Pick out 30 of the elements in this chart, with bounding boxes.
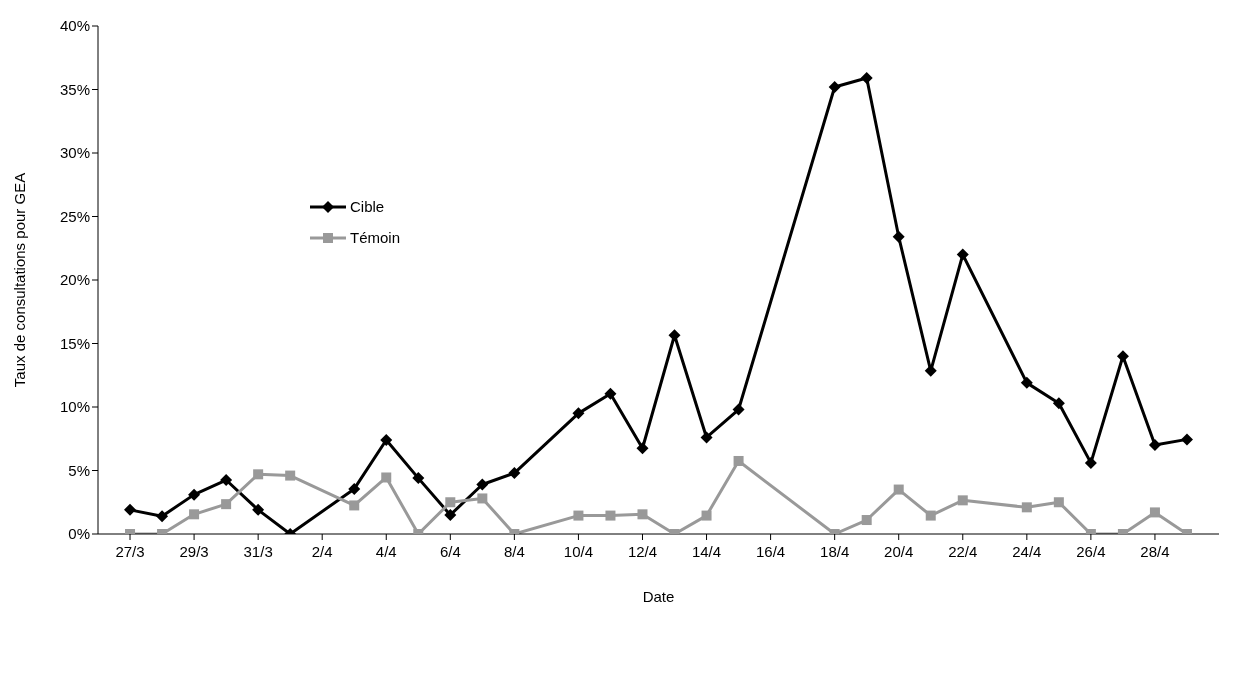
- x-tick-label: 12/4: [627, 542, 658, 560]
- y-tick-label: 25%: [59, 207, 90, 225]
- y-tick-label: 20%: [59, 271, 90, 289]
- x-tick-label: 2/4: [311, 542, 333, 560]
- x-tick-label: 16/4: [756, 542, 786, 560]
- x-tick-label: 24/4: [1012, 542, 1042, 560]
- y-tick-label: 15%: [59, 334, 90, 352]
- y-tick-label: 5%: [68, 461, 90, 479]
- x-tick-label: 29/3: [179, 542, 209, 560]
- x-tick-label: 26/4: [1076, 542, 1106, 560]
- x-axis-title: Date: [642, 588, 675, 605]
- x-tick-label: 4/4: [375, 542, 397, 560]
- x-tick-label: 20/4: [884, 542, 914, 560]
- x-tick-label: 10/4: [563, 542, 594, 560]
- legend-label: Témoin: [350, 229, 401, 246]
- y-tick-label: 10%: [59, 398, 90, 416]
- x-tick-label: 31/3: [243, 542, 273, 560]
- x-tick-label: 8/4: [503, 542, 525, 560]
- y-tick-label: 40%: [59, 17, 90, 35]
- x-tick-label: 28/4: [1140, 542, 1170, 560]
- y-tick-label: 30%: [59, 144, 90, 162]
- legend-label: Cible: [350, 198, 385, 215]
- y-tick-label: 0%: [68, 525, 90, 543]
- y-tick-label: 35%: [59, 80, 90, 98]
- x-tick-label: 14/4: [691, 542, 722, 560]
- x-tick-label: 22/4: [948, 542, 978, 560]
- x-tick-label: 18/4: [820, 542, 850, 560]
- x-tick-label: 27/3: [115, 542, 145, 560]
- x-tick-label: 6/4: [439, 542, 461, 560]
- y-axis-title: Taux de consultations pour GEA: [11, 172, 29, 388]
